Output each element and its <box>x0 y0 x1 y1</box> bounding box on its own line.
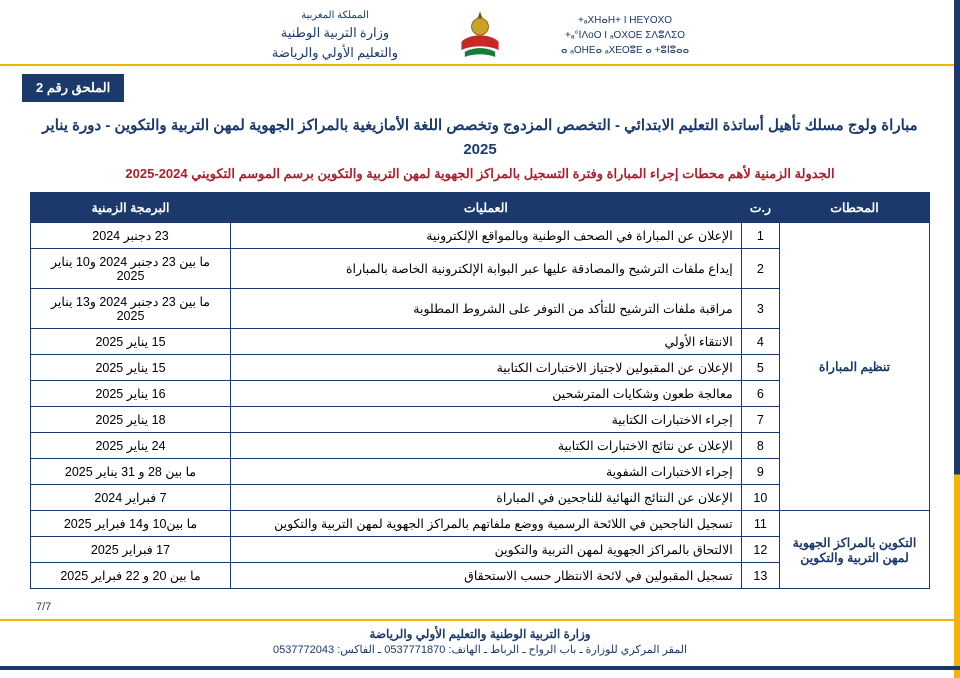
date-cell: ما بين10 و14 فبراير 2025 <box>31 511 231 537</box>
header-right-line: والتعليم الأولي والرياضة <box>235 43 435 63</box>
idx-cell: 7 <box>741 407 779 433</box>
op-cell: تسجيل الناجحين في اللائحة الرسمية ووضع م… <box>231 511 742 537</box>
op-cell: إجراء الاختبارات الكتابية <box>231 407 742 433</box>
date-cell: ما بين 20 و 22 فبراير 2025 <box>31 563 231 589</box>
header-left-line: +ₐXHⴰH+ I HEYOXO <box>525 13 725 28</box>
col-op: العمليات <box>231 193 742 223</box>
date-cell: ما بين 28 و 31 يناير 2025 <box>31 459 231 485</box>
emblem-icon <box>453 8 507 62</box>
col-date: البرمجة الزمنية <box>31 193 231 223</box>
header-arabic: المملكة المغربية وزارة التربية الوطنية و… <box>235 8 435 62</box>
date-cell: 15 يناير 2025 <box>31 329 231 355</box>
col-idx: ر.ت <box>741 193 779 223</box>
op-cell: مراقبة ملفات الترشيح للتأكد من التوفر عل… <box>231 289 742 329</box>
main-title: مباراة ولوج مسلك تأهيل أساتذة التعليم ال… <box>40 114 920 162</box>
schedule-table: المحطات ر.ت العمليات البرمجة الزمنية تنظ… <box>30 192 930 589</box>
header-left-line: +ₐ°ⵏΛoO I ₐOXOE ΣΛⵓΛΣO <box>525 28 725 43</box>
op-cell: الانتقاء الأولي <box>231 329 742 355</box>
idx-cell: 4 <box>741 329 779 355</box>
col-station: المحطات <box>780 193 930 223</box>
idx-cell: 13 <box>741 563 779 589</box>
station-cell: التكوين بالمراكز الجهوية لمهن التربية وا… <box>780 511 930 589</box>
footer: وزارة التربية الوطنية والتعليم الأولي وا… <box>0 619 960 670</box>
date-cell: 24 يناير 2025 <box>31 433 231 459</box>
header-left-line: ⴰ ₐOHEⴰ ₐXEOⵓE ⴰ +ⵓⵏⵓⴰⴰ <box>525 43 725 58</box>
annex-badge: الملحق رقم 2 <box>22 74 124 102</box>
op-cell: إيداع ملفات الترشيح والمصادقة عليها عبر … <box>231 249 742 289</box>
date-cell: 16 يناير 2025 <box>31 381 231 407</box>
idx-cell: 9 <box>741 459 779 485</box>
op-cell: الإعلان عن نتائج الاختبارات الكتابية <box>231 433 742 459</box>
header-right-line: وزارة التربية الوطنية <box>235 23 435 43</box>
idx-cell: 6 <box>741 381 779 407</box>
sub-title: الجدولة الزمنية لأهم محطات إجراء المبارا… <box>40 166 920 182</box>
idx-cell: 1 <box>741 223 779 249</box>
date-cell: 23 دجنبر 2024 <box>31 223 231 249</box>
op-cell: الإعلان عن النتائج النهائية للناجحين في … <box>231 485 742 511</box>
page-number: 7/7 <box>36 601 960 613</box>
op-cell: الإعلان عن المقبولين لاجتياز الاختبارات … <box>231 355 742 381</box>
idx-cell: 3 <box>741 289 779 329</box>
op-cell: الإعلان عن المباراة في الصحف الوطنية وبا… <box>231 223 742 249</box>
date-cell: 18 يناير 2025 <box>31 407 231 433</box>
idx-cell: 5 <box>741 355 779 381</box>
idx-cell: 11 <box>741 511 779 537</box>
document-header: +ₐXHⴰH+ I HEYOXO +ₐ°ⵏΛoO I ₐOXOE ΣΛⵓΛΣO … <box>0 0 960 66</box>
table-row: تنظيم المباراة1الإعلان عن المباراة في ال… <box>31 223 930 249</box>
station-cell: تنظيم المباراة <box>780 223 930 511</box>
op-cell: معالجة طعون وشكايات المترشحين <box>231 381 742 407</box>
table-row: التكوين بالمراكز الجهوية لمهن التربية وا… <box>31 511 930 537</box>
date-cell: 7 فبراير 2024 <box>31 485 231 511</box>
header-right-line: المملكة المغربية <box>235 8 435 23</box>
idx-cell: 8 <box>741 433 779 459</box>
footer-line-1: وزارة التربية الوطنية والتعليم الأولي وا… <box>0 627 960 641</box>
date-cell: ما بين 23 دجنبر 2024 و10 يناير 2025 <box>31 249 231 289</box>
op-cell: الالتحاق بالمراكز الجهوية لمهن التربية و… <box>231 537 742 563</box>
header-tifinagh: +ₐXHⴰH+ I HEYOXO +ₐ°ⵏΛoO I ₐOXOE ΣΛⵓΛΣO … <box>525 13 725 58</box>
date-cell: 15 يناير 2025 <box>31 355 231 381</box>
date-cell: ما بين 23 دجنبر 2024 و13 يناير 2025 <box>31 289 231 329</box>
idx-cell: 10 <box>741 485 779 511</box>
side-accent <box>954 0 960 678</box>
op-cell: إجراء الاختبارات الشفوية <box>231 459 742 485</box>
op-cell: تسجيل المقبولين في لائحة الانتظار حسب ال… <box>231 563 742 589</box>
idx-cell: 2 <box>741 249 779 289</box>
table-body: تنظيم المباراة1الإعلان عن المباراة في ال… <box>31 223 930 589</box>
footer-line-2: المقر المركزي للوزارة ـ باب الرواح ـ الر… <box>0 643 960 656</box>
date-cell: 17 فبراير 2025 <box>31 537 231 563</box>
table-header-row: المحطات ر.ت العمليات البرمجة الزمنية <box>31 193 930 223</box>
titles-block: مباراة ولوج مسلك تأهيل أساتذة التعليم ال… <box>0 114 960 182</box>
idx-cell: 12 <box>741 537 779 563</box>
